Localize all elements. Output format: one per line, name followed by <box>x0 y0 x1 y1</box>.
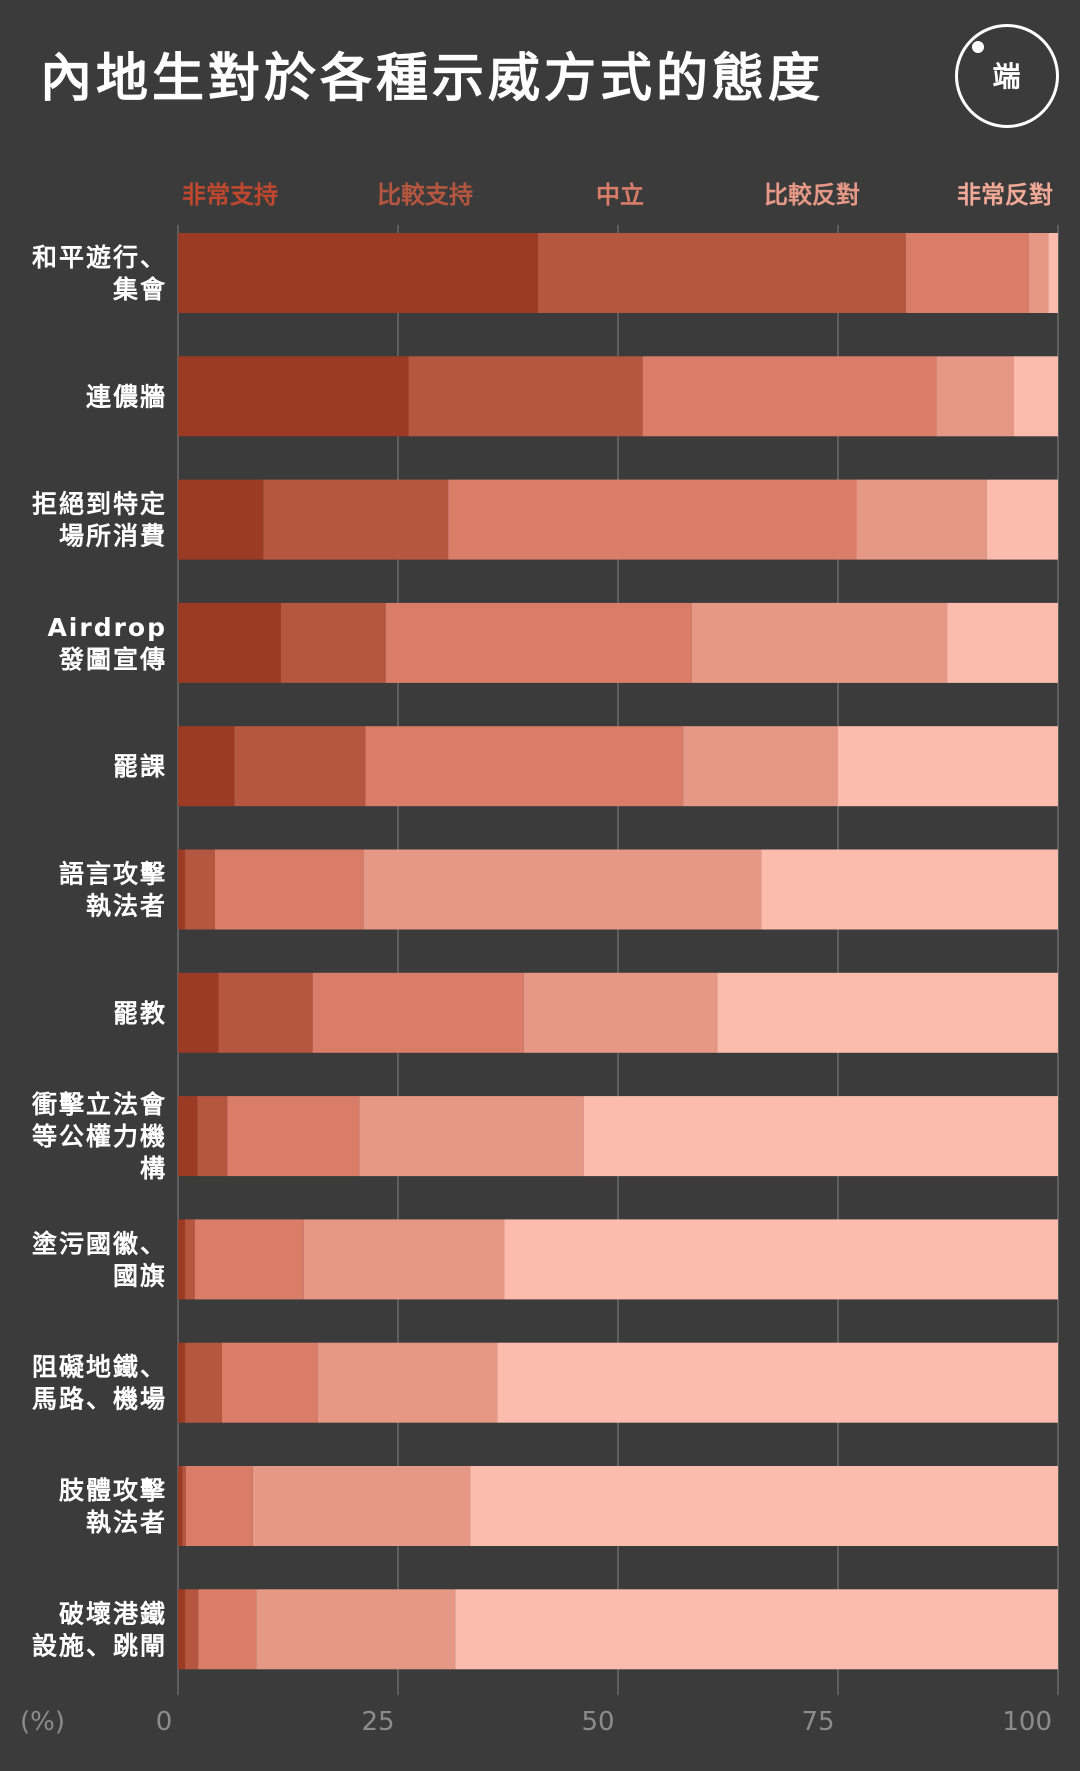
legend-label-0: 非常支持 <box>182 181 278 209</box>
bar-segment-8-0 <box>178 1219 186 1300</box>
bar-segment-10-2 <box>185 1466 253 1546</box>
bar-segment-2-0 <box>178 479 264 560</box>
bar-segment-7-4 <box>583 1096 1058 1177</box>
bar-segment-4-4 <box>838 726 1058 807</box>
category-label-2: 拒絕到特定場所消費 <box>32 490 167 551</box>
bar-segment-10-1 <box>182 1466 186 1546</box>
legend-label-2: 中立 <box>596 181 644 209</box>
category-label-5: 語言攻擊執法者 <box>59 860 167 921</box>
bar-segment-1-3 <box>936 356 1014 437</box>
bar-segment-2-2 <box>448 479 857 560</box>
bar-segment-0-2 <box>905 233 1029 313</box>
x-tick-label-2: 50 <box>581 1707 614 1737</box>
bar-segment-6-0 <box>178 972 219 1053</box>
bar-segment-11-3 <box>256 1589 456 1670</box>
category-label-9: 阻礙地鐵、馬路、機場 <box>32 1353 167 1414</box>
category-label-10: 肢體攻擊執法者 <box>59 1476 167 1537</box>
bar-segment-7-0 <box>178 1096 198 1177</box>
bar-segment-3-1 <box>280 602 386 683</box>
bar-segment-10-0 <box>178 1466 183 1546</box>
category-label-6: 罷教 <box>113 999 167 1028</box>
bar-segment-2-4 <box>986 479 1058 560</box>
bar-segment-0-3 <box>1028 233 1049 313</box>
bar-segment-1-1 <box>408 356 643 437</box>
unit-label: (%) <box>20 1707 65 1737</box>
category-label-3: Airdrop 發圖宣傳 <box>47 613 167 674</box>
bar-segment-9-3 <box>317 1342 498 1423</box>
bar-segment-8-1 <box>185 1219 195 1300</box>
category-label-11: 破壞港鐵設施、跳閘 <box>32 1599 167 1660</box>
bar-segment-6-2 <box>312 972 524 1053</box>
bar-segment-5-1 <box>185 849 215 930</box>
bar-segment-8-2 <box>194 1219 304 1300</box>
category-label-4: 罷課 <box>113 752 167 781</box>
bar-segment-7-2 <box>227 1096 360 1177</box>
bar-segment-3-0 <box>178 602 281 683</box>
x-tick-label-4: 100 <box>1002 1707 1052 1737</box>
bar-segment-6-4 <box>717 972 1058 1053</box>
category-label-8: 塗污國徽、國旗 <box>32 1229 167 1290</box>
x-tick-label-3: 75 <box>801 1707 834 1737</box>
initium-logo-icon: 端 <box>955 24 1059 128</box>
category-label-0: 和平遊行、集會 <box>32 243 167 304</box>
bar-segment-10-4 <box>470 1466 1058 1546</box>
bar-segment-11-2 <box>198 1589 257 1670</box>
bar-segment-3-2 <box>385 602 692 683</box>
bar-segment-5-3 <box>363 849 762 930</box>
bar-segment-6-3 <box>523 972 718 1053</box>
x-tick-label-1: 25 <box>361 1707 394 1737</box>
bar-segment-8-3 <box>303 1219 505 1300</box>
category-label-1: 連儂牆 <box>86 382 167 411</box>
bar-segment-5-2 <box>214 849 364 930</box>
bar-segment-11-4 <box>455 1589 1058 1670</box>
bar-segment-3-4 <box>947 602 1058 683</box>
category-label-7: 衝擊立法會等公權力機構 <box>31 1090 167 1183</box>
bar-segment-5-4 <box>761 849 1058 930</box>
x-tick-label-0: 0 <box>156 1707 173 1737</box>
bar-segment-1-2 <box>642 356 937 437</box>
bar-segment-0-4 <box>1048 233 1058 313</box>
legend-label-4: 非常反對 <box>957 181 1053 209</box>
bar-segment-2-3 <box>856 479 987 560</box>
bar-segment-9-4 <box>497 1342 1058 1423</box>
legend-label-3: 比較反對 <box>764 181 860 209</box>
bar-segment-7-3 <box>359 1096 584 1177</box>
bar-segment-9-1 <box>185 1342 222 1423</box>
bar-segment-3-3 <box>691 602 948 683</box>
bar-segment-2-1 <box>263 479 449 560</box>
bar-segment-4-2 <box>365 726 684 807</box>
bar-segment-9-2 <box>222 1342 318 1423</box>
bar-segment-8-4 <box>504 1219 1059 1300</box>
bar-segment-11-0 <box>178 1589 186 1670</box>
bar-segment-6-1 <box>218 972 313 1053</box>
legend-label-1: 比較支持 <box>377 181 473 209</box>
bar-segment-7-1 <box>197 1096 228 1177</box>
logo-dot <box>972 41 984 53</box>
bar-segment-4-1 <box>234 726 366 807</box>
bar-segment-0-1 <box>537 233 906 313</box>
bar-segment-4-0 <box>178 726 235 807</box>
bar-segment-1-0 <box>178 356 409 437</box>
logo-text: 端 <box>992 60 1022 93</box>
chart-title: 內地生對於各種示威方式的態度 <box>40 49 825 109</box>
bar-segment-1-4 <box>1014 356 1058 437</box>
bar-segment-5-0 <box>178 849 186 930</box>
bar-segment-10-3 <box>252 1466 471 1546</box>
bar-segment-11-1 <box>185 1589 199 1670</box>
bar-segment-9-0 <box>178 1342 186 1423</box>
bar-segment-4-3 <box>683 726 838 807</box>
bar-segment-0-0 <box>178 233 538 313</box>
